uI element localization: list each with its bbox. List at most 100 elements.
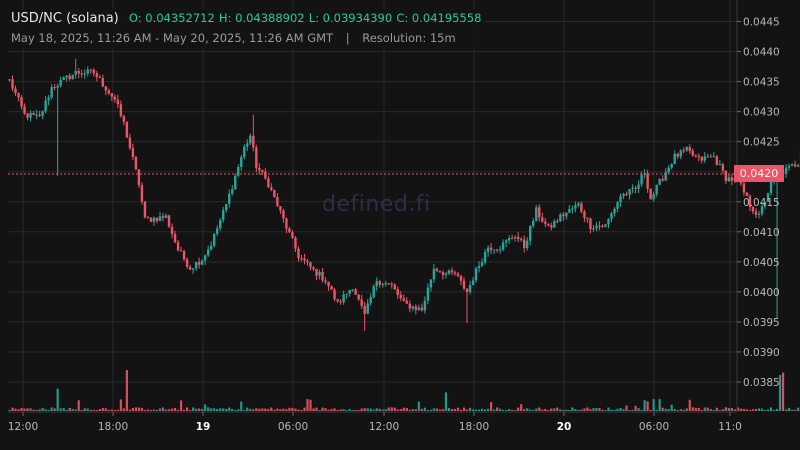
volume-bar — [285, 409, 288, 411]
candle-body — [571, 208, 574, 210]
open-value: O: 0.04352712 — [128, 11, 215, 25]
volume-bar — [116, 409, 119, 411]
volume-bar — [26, 408, 29, 411]
candle-body — [480, 262, 484, 266]
candle-body — [44, 100, 47, 112]
candle-body — [146, 217, 150, 219]
volume-bar — [769, 407, 773, 411]
volume-bar — [306, 399, 309, 411]
candle-body — [294, 237, 297, 249]
candle-body — [378, 281, 381, 285]
volume-bar — [754, 409, 758, 411]
x-tick-label: 06:00 — [639, 421, 669, 433]
volume-bar — [637, 408, 640, 411]
candle-body — [354, 289, 357, 295]
resolution-label[interactable]: Resolution: 15m — [362, 31, 456, 45]
y-tick-label: 0.0415 — [743, 197, 780, 209]
candle-body — [727, 177, 731, 182]
candle-body — [526, 240, 529, 249]
candle-body — [667, 167, 670, 173]
time-axis[interactable]: 12:00 18:00 19 06:00 12:00 18:00 20 06:00 11:0 — [8, 411, 742, 433]
candle-body — [568, 209, 571, 213]
volume-bar — [98, 409, 101, 411]
volume-bar — [724, 407, 727, 411]
volume-bar — [447, 407, 451, 411]
candle-body — [721, 164, 725, 171]
candle-body — [637, 184, 640, 189]
symbol-name[interactable]: USD/NC (solana) — [11, 11, 119, 26]
volume-bar — [182, 409, 186, 411]
volume-bar — [411, 409, 414, 411]
volume-bar — [757, 408, 761, 411]
candle-body — [158, 216, 162, 221]
candle-body — [261, 170, 264, 172]
candle-body — [176, 242, 180, 251]
candle-body — [450, 270, 454, 273]
range-resolution-row: May 18, 2025, 11:26 AM - May 20, 2025, 1… — [11, 31, 481, 45]
volume-bar — [297, 409, 300, 411]
volume-bar — [502, 410, 505, 411]
volume-bar — [11, 407, 14, 411]
candle-body — [595, 225, 598, 229]
volume-bar — [667, 409, 670, 411]
candle-body — [790, 164, 794, 166]
volume-bar — [631, 409, 634, 411]
volume-bar — [164, 409, 168, 411]
candle-body — [661, 179, 664, 181]
candle-body — [516, 236, 520, 240]
candle-body — [718, 164, 722, 166]
volume-bar — [50, 407, 53, 411]
volume-bar — [396, 409, 399, 411]
price-axis[interactable]: 0.04450.04400.04350.04300.04250.04200.04… — [736, 0, 780, 412]
candle-body — [676, 153, 679, 157]
candle-body — [435, 268, 439, 272]
volume-bar — [237, 409, 240, 411]
volume-bar — [571, 407, 574, 411]
volume-bar — [781, 372, 785, 411]
candle-body — [68, 75, 71, 80]
volume-bar — [228, 407, 231, 411]
candle-body — [14, 88, 17, 94]
candle-body — [504, 240, 508, 243]
candle-body — [95, 73, 98, 77]
volume-bar — [95, 410, 98, 411]
candle-body — [483, 252, 487, 263]
candle-body — [41, 111, 44, 116]
volume-bar — [131, 407, 135, 411]
volume-bar — [483, 409, 487, 411]
candle-body — [167, 215, 171, 227]
candle-body — [285, 218, 288, 229]
candle-body — [276, 197, 279, 207]
volume-bar — [354, 410, 357, 411]
volume-bar — [360, 408, 363, 411]
volume-bar — [384, 409, 387, 411]
candle-body — [125, 121, 129, 138]
volume-bar — [402, 407, 405, 411]
candle-body — [170, 226, 174, 235]
candle-body — [541, 217, 544, 222]
candle-body — [709, 156, 713, 158]
candle-body — [240, 157, 243, 168]
candle-body — [26, 113, 29, 118]
volume-bar — [712, 409, 715, 411]
volume-bar — [619, 407, 622, 411]
candle-body — [188, 266, 192, 270]
volume-bar — [655, 410, 658, 411]
volume-bar — [351, 410, 354, 411]
volume-bar — [149, 410, 153, 411]
volume-bar — [574, 409, 577, 411]
candle-body — [724, 170, 728, 182]
volume-bar — [240, 401, 243, 411]
volume-bar — [14, 408, 17, 411]
volume-bar — [110, 409, 113, 411]
volume-bar — [345, 410, 348, 411]
x-tick-label: 19 — [196, 421, 211, 433]
volume-bar — [763, 410, 767, 411]
volume-bar — [185, 407, 189, 411]
candle-body — [574, 205, 577, 209]
volume-bar — [496, 407, 499, 411]
volume-bar — [330, 408, 333, 411]
candle-body — [29, 113, 32, 118]
volume-bar — [703, 407, 706, 411]
